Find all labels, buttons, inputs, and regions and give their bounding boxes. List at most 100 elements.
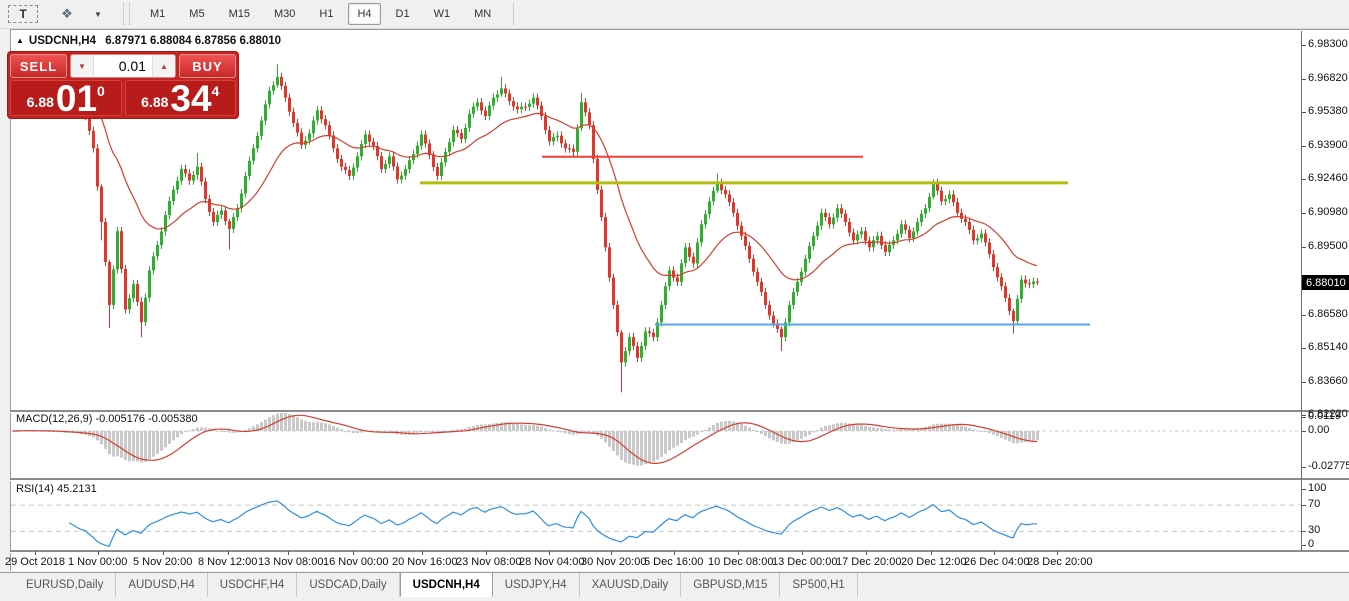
volume-increase-button[interactable]: ▲ — [152, 55, 175, 77]
macd-pane-splitter[interactable] — [10, 410, 1349, 413]
sell-price-sup: 0 — [97, 83, 105, 99]
price-axis-label-tick — [1302, 314, 1306, 316]
time-axis-label: 23 Nov 08:00 — [456, 556, 522, 568]
time-axis-tick — [994, 551, 995, 555]
time-axis-label: 20 Dec 12:00 — [901, 556, 967, 568]
buy-price-prefix: 6.88 — [141, 94, 169, 110]
chart-tab-usdchf-h4[interactable]: USDCHF,H4 — [208, 573, 298, 597]
chart-tab-gbpusd-m15[interactable]: GBPUSD,M15 — [681, 573, 781, 597]
time-axis-tick — [353, 551, 354, 555]
sell-button[interactable]: SELL — [10, 54, 67, 78]
chart-tab-usdjpy-h4[interactable]: USDJPY,H4 — [493, 573, 580, 597]
price-axis-label-tick — [1302, 414, 1306, 416]
timeframe-button-m5[interactable]: M5 — [189, 8, 205, 20]
chart-title: ▲ USDCNH,H4 6.87971 6.88084 6.87856 6.880… — [16, 35, 281, 47]
status-strip — [0, 596, 1349, 601]
price-axis-label: 6.92460 — [1308, 172, 1348, 185]
timeframe-button-m30[interactable]: M30 — [273, 8, 296, 20]
collapse-triangle-icon[interactable]: ▲ — [16, 36, 24, 45]
price-axis-label-tick — [1302, 347, 1306, 349]
one-click-trading-panel: SELL ▼ ▲ BUY 6.88 01 0 6.88 34 4 — [8, 52, 238, 118]
toolbar-vertical-separator — [513, 3, 515, 25]
macd-axis-label-tick — [1302, 431, 1306, 432]
volume-decrease-button[interactable]: ▼ — [71, 55, 94, 77]
price-axis-line — [1301, 31, 1302, 551]
time-axis-label: 5 Dec 16:00 — [644, 556, 704, 568]
price-axis-label: 6.82220 — [1308, 407, 1348, 420]
macd-pane-label: MACD(12,26,9) -0.005176 -0.005380 — [16, 413, 198, 425]
chart-tab-eurusd-daily[interactable]: EURUSD,Daily — [14, 573, 117, 597]
price-axis-label: 6.95380 — [1308, 104, 1348, 117]
timeframe-button-w1[interactable]: W1 — [433, 8, 451, 20]
timeframe-button-m15[interactable]: M15 — [228, 8, 250, 20]
price-axis-label-tick — [1302, 247, 1306, 249]
buy-price-sup: 4 — [211, 83, 220, 99]
time-axis-tick — [866, 551, 867, 555]
time-axis-label: 26 Dec 04:00 — [964, 556, 1030, 568]
chart-tab-usdcnh-h4[interactable]: USDCNH,H4 — [399, 572, 493, 597]
current-price-tag: 6.88010 — [1302, 275, 1349, 290]
toolbar-dropdown-caret-icon[interactable]: ▼ — [94, 9, 102, 19]
price-axis-label-tick — [1302, 381, 1306, 383]
macd-axis-label: 0.0119 — [1308, 410, 1341, 422]
text-tool-button[interactable]: T — [8, 5, 38, 23]
price-axis-label-tick — [1302, 213, 1306, 215]
volume-stepper: ▼ ▲ — [70, 54, 176, 78]
time-axis-tick — [98, 551, 99, 555]
time-axis-label: 17 Dec 20:00 — [836, 556, 902, 568]
rsi-axis-label-tick — [1302, 545, 1306, 546]
toolbar: T ❖ ▼ M1 M5 M15 M30 H1 H4 D1 W1 MN — [0, 0, 1349, 29]
rsi-axis-label-tick — [1302, 531, 1306, 533]
toolbar-separator — [123, 3, 130, 25]
chart-tab-sp500-h1[interactable]: SP500,H1 — [780, 573, 858, 597]
diamond-arrows-icon[interactable]: ❖ — [61, 6, 73, 21]
chart-tab-xauusd-daily[interactable]: XAUUSD,Daily — [580, 573, 682, 597]
time-axis-tick — [674, 551, 675, 555]
price-axis-label: 6.98300 — [1308, 37, 1348, 50]
time-axis-label: 16 Nov 00:00 — [323, 556, 389, 568]
macd-axis-label-tick — [1302, 417, 1306, 418]
time-axis-label: 8 Nov 12:00 — [198, 556, 258, 568]
time-axis-label: 5 Nov 20:00 — [133, 556, 193, 568]
sell-price-prefix: 6.88 — [26, 94, 54, 110]
price-axis-label: 6.85140 — [1308, 340, 1348, 353]
time-axis-label: 10 Dec 08:00 — [708, 556, 774, 568]
volume-input[interactable] — [94, 55, 152, 77]
chart-tab-audusd-h4[interactable]: AUDUSD,H4 — [116, 573, 208, 597]
sell-price-display[interactable]: 6.88 01 0 — [10, 77, 122, 119]
time-axis-tick — [486, 551, 487, 555]
price-axis-label: 6.90980 — [1308, 206, 1348, 219]
timeframe-button-d1[interactable]: D1 — [395, 8, 410, 20]
chart-title-symbol: USDCNH,H4 — [28, 35, 97, 47]
time-axis-tick — [1057, 551, 1058, 555]
chart-canvas[interactable] — [0, 0, 1349, 572]
time-axis-label: 29 Oct 2018 — [5, 556, 65, 568]
chart-tab-usdcad-daily[interactable]: USDCAD,Daily — [297, 573, 400, 597]
time-axis-tick — [611, 551, 612, 555]
buy-button[interactable]: BUY — [179, 54, 236, 78]
timeframe-button-h1[interactable]: H1 — [319, 8, 334, 20]
timeframe-button-mn[interactable]: MN — [474, 8, 492, 20]
time-axis-label: 28 Nov 04:00 — [519, 556, 585, 568]
rsi-pane-splitter[interactable] — [10, 478, 1349, 481]
buy-price-big: 34 — [170, 77, 212, 119]
time-axis-label: 13 Nov 08:00 — [258, 556, 324, 568]
macd-axis-label-tick — [1302, 467, 1306, 469]
rsi-axis-label-tick — [1302, 489, 1306, 490]
timeframe-group: M1 M5 M15 M30 H1 H4 D1 W1 MN — [138, 3, 503, 25]
time-axis-splitter — [10, 550, 1349, 553]
buy-price-display[interactable]: 6.88 34 4 — [124, 77, 236, 119]
time-axis-tick — [288, 551, 289, 555]
rsi-axis-label: 100 — [1308, 482, 1327, 494]
price-axis-label-tick — [1302, 179, 1306, 181]
chart-tab-bar: EURUSD,Daily AUDUSD,H4 USDCHF,H4 USDCAD,Dai… — [0, 572, 1349, 597]
timeframe-button-m1[interactable]: M1 — [150, 8, 166, 20]
sell-price-big: 01 — [55, 77, 98, 119]
time-axis-label: 13 Dec 00:00 — [772, 556, 838, 568]
time-axis-tick — [802, 551, 803, 555]
time-axis-tick — [549, 551, 550, 555]
macd-axis-label: -0.027754 — [1308, 460, 1349, 473]
timeframe-button-h4[interactable]: H4 — [348, 3, 381, 25]
time-axis-tick — [738, 551, 739, 555]
